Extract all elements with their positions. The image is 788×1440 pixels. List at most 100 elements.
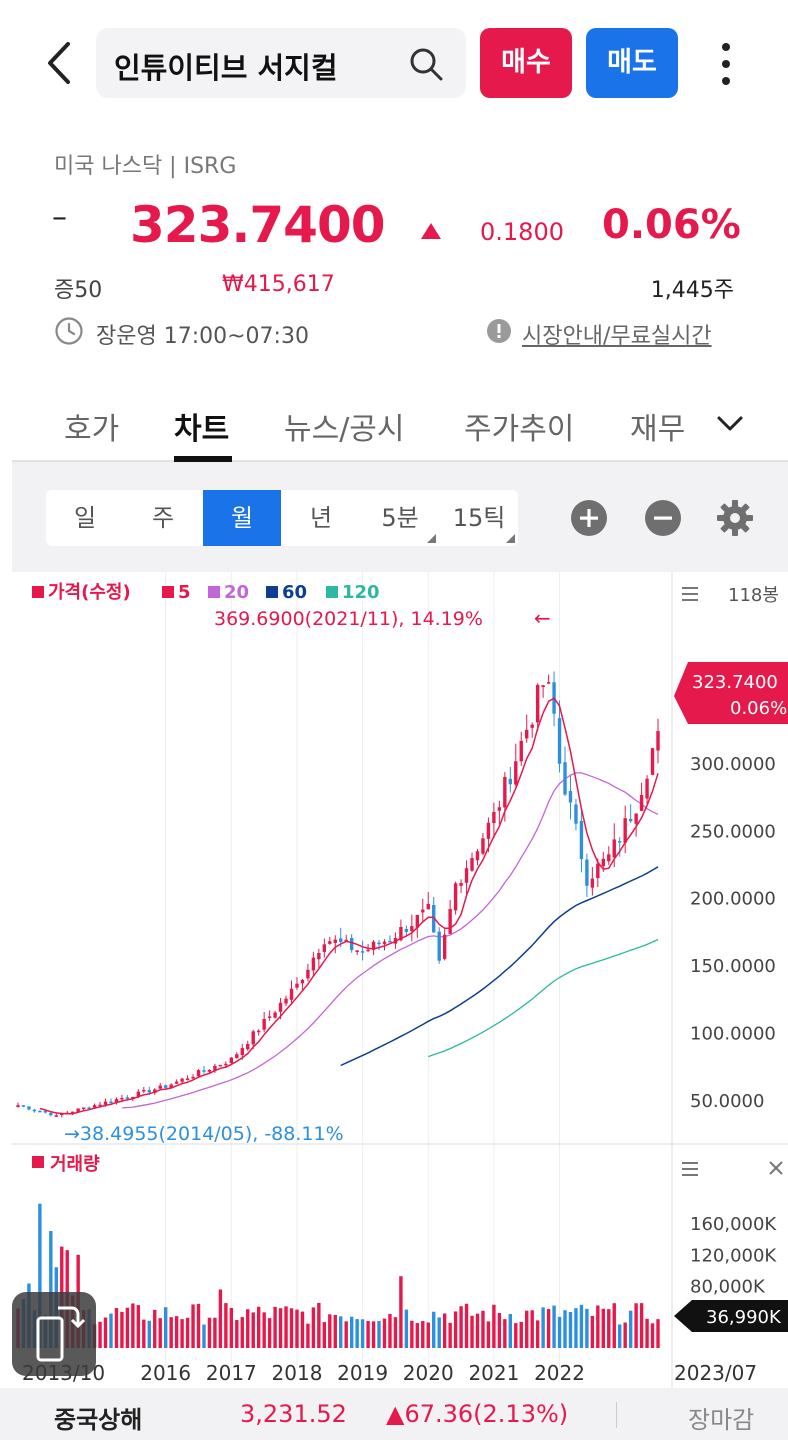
tab-chart[interactable]: 차트 [174, 412, 230, 447]
period-month[interactable]: 월 [203, 490, 281, 546]
candle-body [81, 1107, 86, 1109]
candle-body [645, 778, 649, 799]
candle-body [508, 778, 513, 785]
time-tick-label: 2022 [534, 1361, 585, 1385]
candle-body [213, 1065, 217, 1071]
period-year[interactable]: 년 [309, 504, 333, 532]
period-dropdown-corner [506, 534, 515, 543]
market-info-link[interactable]: 시장안내/무료실시간 [522, 324, 712, 349]
tag-price: 323.7400 [692, 672, 778, 693]
volume-bar [508, 1314, 513, 1348]
info-icon[interactable] [486, 318, 512, 344]
volume-bar [142, 1319, 146, 1348]
volume-bar [497, 1312, 502, 1348]
search-box[interactable]: 인튜이티브 서지컬 [96, 28, 466, 98]
candle-body [623, 818, 627, 843]
volume-bar [344, 1321, 348, 1348]
volume-bar [503, 1319, 507, 1348]
candle-body [530, 724, 534, 728]
volume-bar [601, 1308, 605, 1348]
sell-button[interactable]: 매도 [586, 28, 678, 98]
tab-news[interactable]: 뉴스/공시 [284, 412, 405, 447]
period-5min[interactable]: 5분 [361, 490, 439, 546]
volume-bar [612, 1303, 616, 1348]
tab-orderbook[interactable]: 호가 [64, 412, 120, 447]
period-15tick[interactable]: 15틱 [440, 490, 518, 546]
candle-body [607, 854, 611, 862]
volume-bar [399, 1276, 403, 1348]
candle-body [426, 904, 430, 910]
legend-swatch-price [32, 586, 44, 598]
volume-bar [574, 1308, 578, 1348]
time-tick-label: 2021 [468, 1361, 519, 1385]
period-day[interactable]: 일 [73, 504, 97, 532]
search-icon[interactable] [408, 46, 444, 82]
candle-body [503, 776, 507, 808]
volume-bar [618, 1324, 622, 1348]
period-week[interactable]: 주 [151, 504, 175, 532]
candle-body [585, 859, 589, 886]
price-chart[interactable]: 가격(수정) 5 20 60 120 118봉 369.6900(2021/11… [12, 572, 788, 1392]
more-options-icon[interactable] [712, 40, 740, 88]
volume-bar [382, 1318, 387, 1348]
candle-body [568, 791, 573, 803]
index-ticker-bar[interactable] [0, 1388, 788, 1440]
candle-body [54, 1115, 58, 1117]
candle-body [224, 1063, 228, 1066]
candle-body [76, 1108, 80, 1113]
candle-body [519, 740, 523, 762]
volume-bar [393, 1317, 398, 1348]
zoom-out-icon[interactable] [644, 499, 682, 537]
candle-body [596, 863, 600, 879]
index-name: 중국상해 [54, 1406, 143, 1434]
volume-bar [202, 1324, 206, 1348]
candle-body [202, 1070, 206, 1072]
settings-gear-icon[interactable] [716, 499, 754, 537]
panel-menu-icon[interactable] [682, 587, 698, 601]
candle-body [38, 1110, 42, 1113]
volume-bar [360, 1319, 365, 1348]
legend-swatch-ma120 [326, 586, 338, 598]
candle-body [235, 1054, 239, 1059]
candle-body [256, 1030, 261, 1033]
volume-bar [246, 1309, 250, 1348]
volume-bar [404, 1309, 409, 1348]
back-arrow-icon[interactable] [36, 38, 86, 88]
volume-tick-label: 120,000K [690, 1245, 777, 1266]
tab-price-trend[interactable]: 주가추이 [464, 412, 575, 447]
candle-body [174, 1081, 179, 1084]
volume-bar [196, 1303, 201, 1348]
close-volume-icon[interactable] [769, 1161, 783, 1175]
candle-body [125, 1097, 130, 1099]
buy-button[interactable]: 매수 [480, 28, 572, 98]
ma5-path [39, 697, 659, 1115]
candle-body [388, 940, 392, 943]
volume-bar [136, 1305, 141, 1348]
legend-ma5: 5 [178, 582, 191, 603]
candle-body [399, 926, 403, 941]
candle-body [448, 909, 452, 934]
volume-bar [317, 1302, 321, 1348]
candle-body [339, 938, 343, 942]
volume-menu-icon[interactable] [682, 1162, 698, 1176]
candle-body [246, 1044, 250, 1050]
volume-bar [519, 1321, 523, 1348]
volume-bar [639, 1303, 644, 1348]
volume-bar [349, 1316, 354, 1348]
volume-bar [453, 1311, 458, 1348]
tab-financials[interactable]: 재무 [630, 412, 686, 447]
current-volume-tag-bg [674, 1300, 788, 1332]
candle-body [349, 938, 354, 951]
candle-body [486, 822, 491, 839]
candle-body [464, 868, 469, 883]
candle-body [612, 839, 616, 858]
chevron-down-icon[interactable] [716, 412, 744, 434]
volume-bar [262, 1312, 266, 1348]
chart-grid [165, 572, 561, 1368]
volume-bar [229, 1307, 234, 1348]
candle-body [136, 1091, 141, 1097]
screen-rotate-button[interactable] [12, 1292, 96, 1376]
zoom-in-icon[interactable] [570, 499, 608, 537]
candle-body [180, 1078, 184, 1082]
chart-legend: 가격(수정) 5 20 60 120 [32, 582, 380, 603]
